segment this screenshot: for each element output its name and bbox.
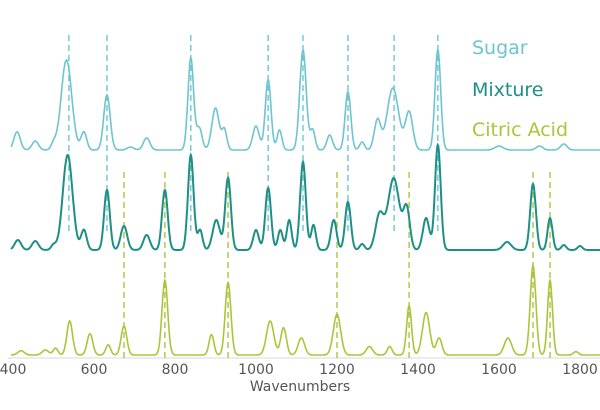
x-tick-label: 1400 — [400, 362, 436, 378]
trace-mixture — [10, 142, 600, 251]
legend-mixture: Mixture — [472, 79, 544, 101]
legend-sugar: Sugar — [472, 37, 528, 59]
x-tick-label: 1800 — [562, 362, 598, 378]
x-tick-label: 600 — [81, 362, 108, 378]
x-tick-label: 800 — [162, 362, 189, 378]
trace-sugar — [10, 48, 600, 151]
trace-citric-acid — [11, 263, 600, 356]
x-tick-label: 1600 — [481, 362, 517, 378]
traces — [10, 48, 600, 356]
legend-citric-acid: Citric Acid — [472, 119, 568, 141]
x-tick-label: 400 — [0, 362, 26, 378]
x-ticks: 400 600 800 1000 1200 1400 1600 1800 — [0, 362, 598, 378]
x-tick-label: 1000 — [238, 362, 274, 378]
x-axis-label: Wavenumbers — [250, 379, 350, 395]
x-tick-label: 1200 — [319, 362, 355, 378]
